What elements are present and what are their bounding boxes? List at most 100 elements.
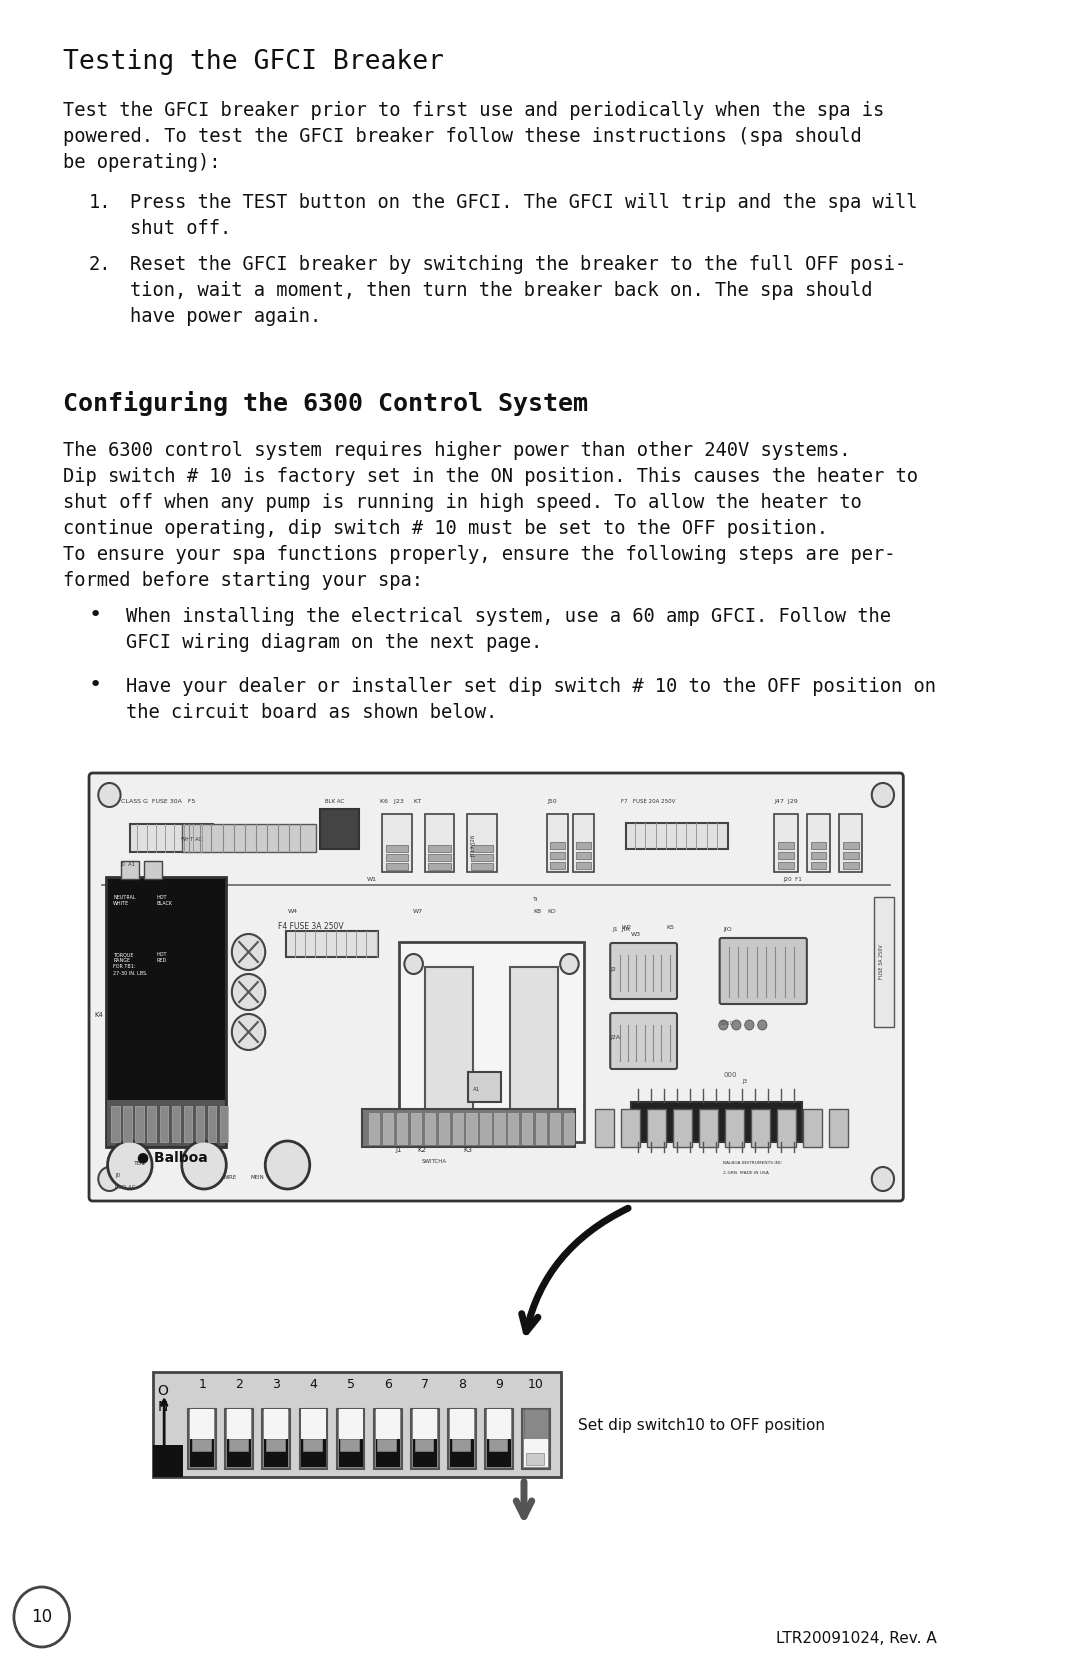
Text: Testing the GFCI Breaker: Testing the GFCI Breaker (63, 48, 444, 75)
Text: TB1: TB1 (134, 1162, 146, 1167)
Text: WHT AC: WHT AC (180, 836, 202, 841)
Bar (172, 1107, 180, 1142)
Text: HOT
RED: HOT RED (157, 951, 167, 963)
Bar (227, 1409, 252, 1439)
Text: •: • (89, 674, 103, 694)
Bar (188, 1409, 216, 1469)
Bar (153, 1445, 183, 1477)
Text: MEIN: MEIN (251, 1175, 265, 1180)
Text: continue operating, dip switch # 10 must be set to the OFF position.: continue operating, dip switch # 10 must… (63, 519, 828, 537)
Bar (510, 966, 558, 1122)
Text: K8: K8 (534, 910, 541, 915)
FancyBboxPatch shape (610, 943, 677, 1000)
Bar (524, 1409, 548, 1439)
Text: RED AC: RED AC (114, 1185, 135, 1190)
Bar (424, 966, 473, 1122)
Circle shape (108, 1142, 152, 1188)
Text: K5: K5 (666, 925, 674, 930)
Bar (471, 855, 494, 861)
Text: 1: 1 (199, 1379, 206, 1390)
Bar (550, 861, 565, 870)
Circle shape (404, 955, 423, 975)
Text: J2A: J2A (610, 1035, 620, 1040)
Bar (160, 1107, 167, 1142)
Bar (376, 1439, 400, 1467)
Bar (362, 1108, 575, 1147)
Text: J1: J1 (395, 1147, 402, 1153)
Text: To ensure your spa functions properly, ensure the following steps are per-: To ensure your spa functions properly, e… (63, 546, 895, 564)
Bar (489, 1439, 508, 1450)
FancyBboxPatch shape (610, 1013, 677, 1070)
Bar (811, 841, 826, 850)
Text: 2.: 2. (89, 255, 111, 274)
Text: shut off.: shut off. (130, 219, 231, 239)
Text: 5: 5 (347, 1379, 354, 1390)
Bar (424, 814, 455, 871)
Bar (192, 1439, 211, 1450)
Text: GFCI wiring diagram on the next page.: GFCI wiring diagram on the next page. (126, 633, 542, 653)
Text: 0000: 0000 (719, 1021, 733, 1026)
Text: 10: 10 (31, 1607, 52, 1626)
Bar (397, 1113, 407, 1143)
Bar (262, 1409, 291, 1469)
Bar (226, 1409, 253, 1469)
Bar (386, 845, 408, 851)
Text: Configuring the 6300 Control System: Configuring the 6300 Control System (63, 391, 589, 416)
Bar (184, 1107, 192, 1142)
Text: J3: J3 (742, 1078, 747, 1083)
Bar (524, 1439, 548, 1467)
Bar (481, 1113, 490, 1143)
Text: K3: K3 (463, 1147, 473, 1153)
Bar (843, 861, 859, 870)
Text: 1.: 1. (89, 194, 111, 212)
Text: J0  A1: J0 A1 (121, 861, 136, 866)
Bar (449, 1409, 474, 1439)
Bar (148, 1107, 156, 1142)
Bar (468, 814, 497, 871)
Text: Have your dealer or installer set dip switch # 10 to the OFF position on: Have your dealer or installer set dip sw… (126, 678, 936, 696)
Text: J50: J50 (548, 799, 557, 804)
Bar (595, 1108, 613, 1147)
Bar (839, 814, 863, 871)
Bar (626, 823, 728, 850)
Bar (451, 1439, 470, 1450)
Bar (130, 824, 214, 851)
Bar (448, 1409, 476, 1469)
Circle shape (719, 1020, 728, 1030)
Bar (495, 1113, 504, 1143)
Text: 6: 6 (383, 1379, 392, 1390)
Bar (374, 1409, 402, 1469)
Bar (410, 1113, 421, 1143)
Bar (471, 845, 494, 851)
Bar (424, 1113, 435, 1143)
Bar (509, 1113, 518, 1143)
Bar (829, 1108, 848, 1147)
Text: W7: W7 (413, 910, 423, 915)
Text: TORQUE
RANGE
FOR TB1:
27-30 IN. LBS.: TORQUE RANGE FOR TB1: 27-30 IN. LBS. (113, 951, 148, 976)
Bar (299, 1409, 327, 1469)
Bar (429, 855, 450, 861)
Bar (576, 841, 591, 850)
Text: •: • (89, 604, 103, 624)
Circle shape (181, 1142, 227, 1188)
Bar (647, 1108, 666, 1147)
Bar (338, 1409, 363, 1439)
Bar (548, 814, 568, 871)
Bar (301, 1439, 325, 1467)
Bar (573, 814, 594, 871)
Bar (485, 1409, 513, 1469)
Bar (301, 1409, 325, 1439)
Bar (386, 863, 408, 870)
Bar (383, 1113, 393, 1143)
Text: W3: W3 (631, 931, 640, 936)
Text: Reset the GFCI breaker by switching the breaker to the full OFF posi-: Reset the GFCI breaker by switching the … (130, 255, 906, 274)
Text: be operating):: be operating): (63, 154, 220, 172)
Text: Ti: Ti (534, 896, 539, 901)
Text: JIO: JIO (724, 926, 732, 931)
Bar (410, 1409, 438, 1469)
Bar (386, 855, 408, 861)
Bar (108, 1102, 225, 1145)
Text: WIRE: WIRE (222, 1175, 237, 1180)
Text: tion, wait a moment, then turn the breaker back on. The spa should: tion, wait a moment, then turn the break… (130, 280, 873, 300)
Circle shape (758, 1020, 767, 1030)
